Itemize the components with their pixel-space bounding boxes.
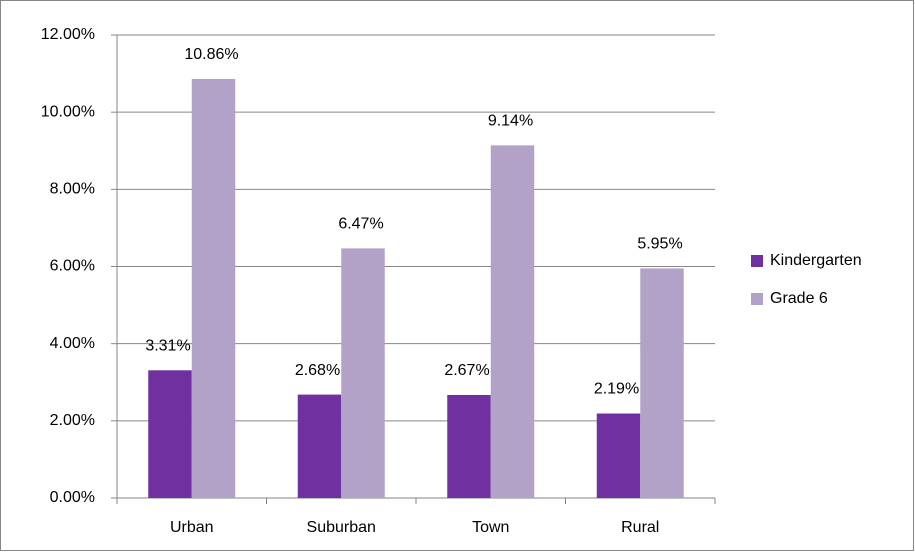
y-tick-label: 8.00% xyxy=(50,181,95,198)
value-label: 6.47% xyxy=(338,216,383,233)
legend-label: Kindergarten xyxy=(770,252,862,269)
value-label: 2.19% xyxy=(594,381,639,398)
legend-swatch xyxy=(751,293,763,305)
y-tick-label: 2.00% xyxy=(50,412,95,429)
bar xyxy=(191,78,236,499)
value-label: 5.95% xyxy=(637,236,682,253)
bar xyxy=(297,394,342,498)
legend-label: Grade 6 xyxy=(770,290,828,307)
x-tick-label: Town xyxy=(472,519,509,536)
x-tick-label: Rural xyxy=(621,519,659,536)
value-label: 2.68% xyxy=(295,362,340,379)
y-tick-label: 12.00% xyxy=(41,26,95,43)
value-label: 3.31% xyxy=(145,338,190,355)
y-tick-label: 10.00% xyxy=(41,103,95,120)
bar xyxy=(341,248,385,498)
y-tick-label: 4.00% xyxy=(50,335,95,352)
y-tick-label: 0.00% xyxy=(50,489,95,506)
value-label: 9.14% xyxy=(488,113,533,130)
x-tick-label: Urban xyxy=(170,519,214,536)
x-tick-label: Suburban xyxy=(307,519,376,536)
bar xyxy=(640,268,684,498)
bar xyxy=(490,145,535,498)
bar xyxy=(447,394,491,498)
bar xyxy=(596,413,641,498)
y-tick-label: 6.00% xyxy=(50,258,95,275)
value-label: 10.86% xyxy=(184,46,238,63)
bar xyxy=(148,370,192,498)
legend-swatch xyxy=(751,255,763,267)
value-label: 2.67% xyxy=(444,362,489,379)
